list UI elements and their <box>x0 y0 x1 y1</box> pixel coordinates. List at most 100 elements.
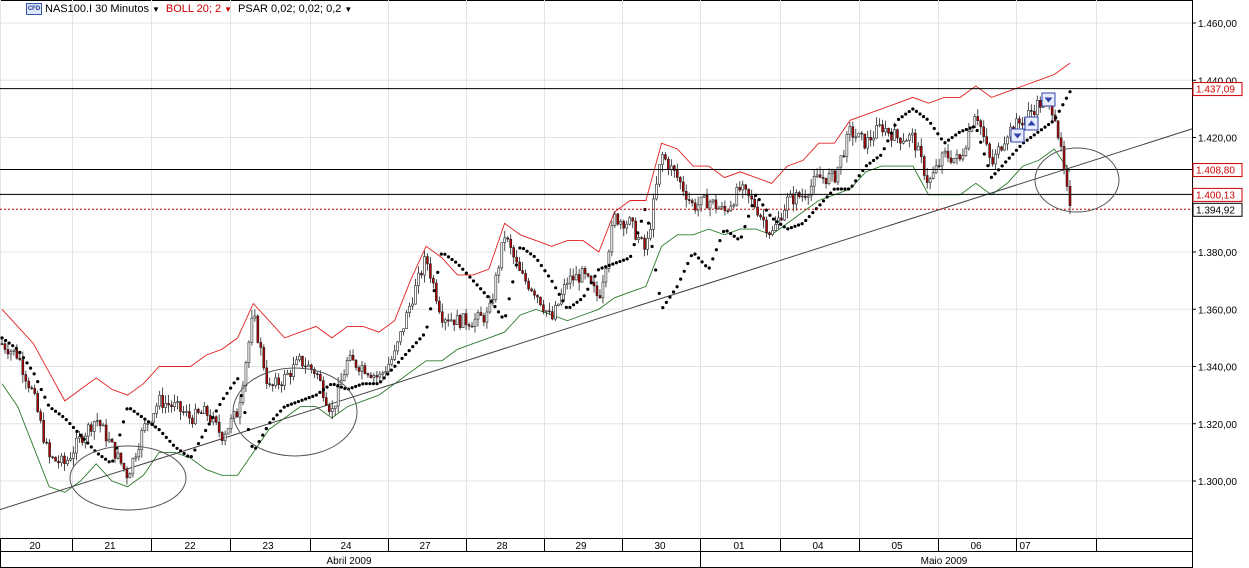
candle-body <box>146 423 150 425</box>
candle-body <box>345 360 349 375</box>
candle-body <box>527 280 530 290</box>
candle-body <box>780 217 783 221</box>
psar-dot <box>986 164 990 168</box>
candle-body <box>131 457 135 475</box>
psar-dot <box>543 269 547 273</box>
candle-body <box>420 272 423 276</box>
candle-body <box>902 140 905 144</box>
y-tick-label: 1.300,00 <box>1198 477 1237 488</box>
psar-dot <box>200 435 204 439</box>
candle-body <box>759 214 762 218</box>
candle-body <box>63 455 66 465</box>
candle-body <box>101 424 105 427</box>
candle-body <box>164 402 167 408</box>
candle-body <box>705 195 709 209</box>
price-level-box <box>1192 82 1243 97</box>
candle-body <box>369 374 373 378</box>
psar-dot <box>389 368 393 372</box>
psar-dot <box>236 377 240 381</box>
x-day-label: 22 <box>184 541 196 552</box>
psar-dot <box>850 184 854 188</box>
psar-dot <box>804 218 808 223</box>
candle-body <box>842 155 846 158</box>
psar-dot <box>682 269 686 273</box>
psar-dot <box>75 429 79 433</box>
candle-body <box>247 341 251 364</box>
psar-dot <box>779 222 783 226</box>
candle-body <box>426 256 429 265</box>
candle-body <box>15 349 19 359</box>
candle-body <box>429 263 432 279</box>
candle-body <box>86 424 90 437</box>
candle-body <box>545 310 548 313</box>
psar-dot <box>500 315 504 319</box>
y-tick-label: 1.340,00 <box>1198 363 1237 374</box>
psar-dot <box>150 422 154 426</box>
arrow-icon <box>1013 133 1022 139</box>
psar-dot <box>1068 90 1072 94</box>
candle-body <box>1065 169 1069 187</box>
y-tick-label: 1.420,00 <box>1198 134 1237 145</box>
candle-body <box>244 362 248 386</box>
candle-body <box>628 217 632 225</box>
psar-dot <box>536 258 540 262</box>
psar-dot <box>871 158 876 163</box>
candle-body <box>559 293 563 305</box>
candle-body <box>940 152 944 167</box>
candle-body <box>223 433 227 442</box>
candle-body <box>179 401 182 412</box>
psar-dot <box>1004 160 1008 164</box>
psar-dot <box>936 132 940 136</box>
x-day-label: 07 <box>1019 541 1031 552</box>
psar-dot <box>621 258 626 262</box>
psar-dot <box>579 297 583 302</box>
x-day-label: 24 <box>340 541 352 552</box>
candle-body <box>188 411 191 419</box>
psar-dot <box>814 207 818 211</box>
psar-dot <box>250 444 254 449</box>
psar-dot <box>300 398 304 402</box>
trendline <box>0 128 1193 511</box>
candle-body <box>943 150 947 154</box>
symbol-selector[interactable]: CFD NAS100.I 30 Minutos ▼ <box>26 3 160 15</box>
psar-dot <box>568 305 572 310</box>
candle-body <box>417 272 420 286</box>
candle-body <box>271 384 275 387</box>
candle-body <box>327 404 331 412</box>
psar-dot <box>357 383 361 387</box>
candle-body <box>27 380 31 389</box>
candle-body <box>351 354 355 361</box>
candle-body <box>280 384 283 387</box>
psar-dot <box>757 198 761 202</box>
symbol-label: NAS100.I 30 Minutos <box>45 3 149 15</box>
psar-dot <box>825 195 829 199</box>
candle-body <box>479 312 483 316</box>
candle-body <box>54 456 57 462</box>
candle-body <box>1021 122 1024 126</box>
candle-body <box>625 223 629 229</box>
psar-dot <box>518 246 522 250</box>
candle-body <box>723 205 727 211</box>
candle-body <box>800 195 804 198</box>
candle-body <box>595 285 599 296</box>
psar-indicator[interactable]: PSAR 0,02; 0,02; 0,2 ▼ <box>238 3 352 15</box>
candle-body <box>646 237 649 250</box>
psar-dot <box>789 226 793 230</box>
psar-dot <box>450 257 454 262</box>
candle-body <box>268 383 272 386</box>
psar-dot <box>50 407 54 411</box>
psar-dot <box>639 219 643 223</box>
candle-body <box>176 401 179 403</box>
candle-body <box>860 132 864 135</box>
candle-body <box>89 424 93 432</box>
psar-dot <box>868 161 872 165</box>
psar-dot <box>461 267 465 271</box>
candle-body <box>140 430 144 450</box>
candle-body <box>652 198 655 230</box>
candle-body <box>824 177 828 184</box>
psar-dot <box>525 249 529 253</box>
boll-indicator[interactable]: BOLL 20; 2 ▼ <box>166 3 232 15</box>
candle-body <box>818 174 822 178</box>
candle-body <box>1038 99 1042 108</box>
